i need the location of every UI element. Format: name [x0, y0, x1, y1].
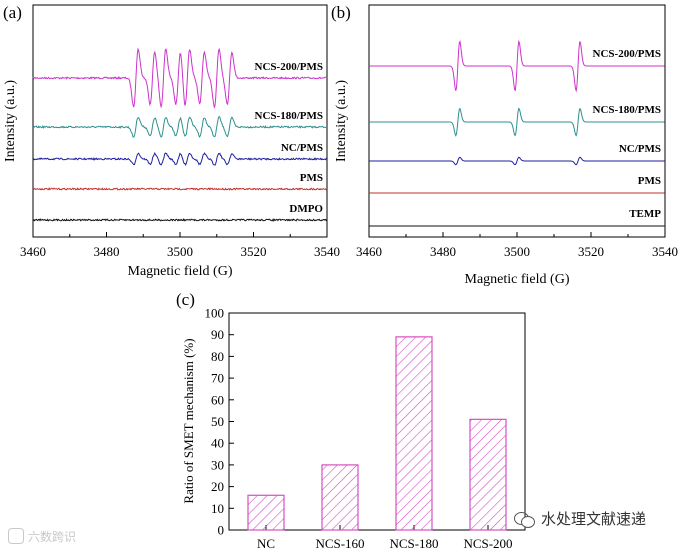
panel-a-series-label-ncs-200-pms: NCS-200/PMS	[255, 61, 323, 73]
panel-b-trace-nc-pms	[369, 156, 665, 166]
watermark-left-logo-icon	[8, 528, 24, 544]
panel-c-bar-nc	[247, 494, 285, 531]
panel-c-ytick-label-10: 10	[211, 501, 224, 516]
panel-a-xtick-label-3520: 3520	[241, 244, 267, 259]
panel-c-ylabel: Ratio of SMET mechanism (%)	[181, 338, 196, 503]
panel-a-xlabel: Magnetic field (G)	[128, 264, 233, 279]
panel-b-ylabel: Intensity (a.u.)	[334, 80, 349, 162]
watermark-right-text: 水处理文献速递	[541, 510, 647, 528]
panel-a-trace-ncs-200-pms	[32, 47, 328, 110]
panel-c-ytick-label-0: 0	[218, 523, 225, 538]
panel-c-ytick-label-90: 90	[211, 327, 224, 342]
panel-a: (a) 3460 3480 3500 3520 3540 NCS-200/PMS NCS-…	[3, 3, 340, 279]
panel-c-xtick-label-nc: NC	[257, 536, 275, 549]
panel-c-ytick-label-20: 20	[211, 479, 224, 494]
panel-b: (b) 3460 3480 3500 3520 3540 NCS-200/PMS NCS-…	[331, 3, 678, 287]
panel-c-ytick-label-30: 30	[211, 457, 224, 472]
panel-a-series-label-ncs-180-pms: NCS-180/PMS	[255, 110, 323, 122]
panel-a-trace-nc-pms	[32, 151, 328, 167]
panel-a-ylabel: Intensity (a.u.)	[3, 80, 18, 162]
panel-a-xtick-label-3540: 3540	[314, 244, 340, 259]
panel-a-xtick-label-3480: 3480	[94, 244, 120, 259]
panel-c-ytick-label-100: 100	[205, 306, 225, 321]
panel-b-series-label-temp: TEMP	[629, 208, 661, 220]
panel-c: (c) 0 10 20 30 40 50 60 70 80 90 100 NC NCS-160 NCS-1…	[176, 290, 526, 549]
panel-b-xtick-label-3540: 3540	[652, 244, 678, 259]
panel-a-trace-ncs-180-pms	[32, 115, 328, 138]
panel-a-trace-dmpo	[32, 217, 328, 222]
panel-c-xtick-label-ncs-160: NCS-160	[315, 536, 364, 549]
panel-c-ytick-label-70: 70	[211, 371, 224, 386]
panel-c-bar-ncs-200	[469, 418, 507, 531]
watermark-left-text: 六数跨识	[28, 530, 77, 544]
panel-b-xtick-label-3500: 3500	[504, 244, 530, 259]
panel-b-trace-ncs-180-pms	[369, 107, 665, 137]
panel-b-xtick-label-3480: 3480	[430, 244, 456, 259]
panel-c-ytick-label-60: 60	[211, 392, 224, 407]
panel-c-ytick-label-80: 80	[211, 349, 224, 364]
panel-c-bar-ncs-160	[321, 464, 359, 531]
panel-b-xtick-label-3520: 3520	[578, 244, 604, 259]
panel-b-series-label-nc-pms: NC/PMS	[619, 143, 661, 155]
panel-b-xtick-label-3460: 3460	[356, 244, 382, 259]
panel-a-trace-pms	[32, 187, 328, 191]
panel-a-xtick-label-3500: 3500	[167, 244, 193, 259]
wechat-icon	[514, 511, 536, 528]
panel-a-xtick-label-3460: 3460	[20, 244, 46, 259]
panel-b-series-label-ncs-200-pms: NCS-200/PMS	[593, 48, 661, 60]
panel-a-series-label-nc-pms: NC/PMS	[281, 142, 323, 154]
panel-c-xtick-label-ncs-180: NCS-180	[389, 536, 438, 549]
panel-a-series-label-dmpo: DMPO	[289, 203, 323, 215]
panel-c-bar-ncs-180	[395, 336, 433, 531]
panel-c-label: (c)	[176, 290, 195, 309]
panel-b-series-label-ncs-180-pms: NCS-180/PMS	[593, 104, 661, 116]
panel-b-xlabel: Magnetic field (G)	[465, 272, 570, 287]
panel-c-xtick-label-ncs-200: NCS-200	[463, 536, 512, 549]
watermark-right: 水处理文献速递	[514, 508, 646, 529]
panel-a-series-label-pms: PMS	[300, 172, 323, 184]
panel-b-label: (b)	[331, 3, 351, 22]
panel-c-ytick-label-40: 40	[211, 436, 224, 451]
panel-b-trace-ncs-200-pms	[369, 39, 665, 93]
watermark-left: 六数跨识	[8, 528, 76, 545]
panel-b-series-label-pms: PMS	[638, 175, 661, 187]
panel-c-ytick-label-50: 50	[211, 414, 224, 429]
panel-a-label: (a)	[3, 3, 22, 22]
